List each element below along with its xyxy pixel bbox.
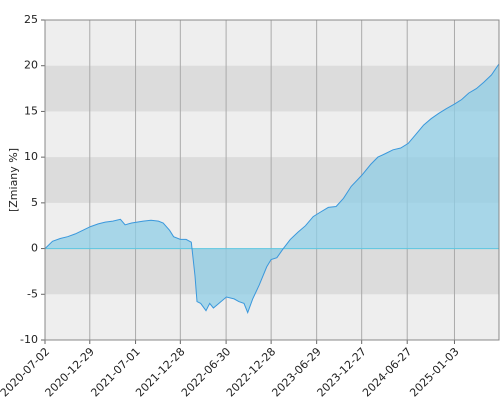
line (44, 63, 500, 314)
y-axis-label: [Zmiany %] (7, 148, 20, 212)
y-tick-label: -5 (27, 287, 38, 300)
y-tick-label: -10 (20, 333, 38, 346)
plot-frame (44, 19, 500, 341)
x-tick-label: 2024-06-27 (360, 345, 414, 399)
y-tick-label: 25 (24, 13, 38, 26)
y-tick-label: 15 (24, 104, 38, 117)
area-fill (45, 63, 499, 313)
y-tick-label: 5 (31, 196, 38, 209)
y-tick-label: 20 (24, 59, 38, 72)
y-tick-label: 10 (24, 150, 38, 163)
x-tick-label: 2025-01-03 (407, 345, 461, 399)
y-tick-label: 0 (31, 242, 38, 255)
grid-band (45, 65, 499, 112)
